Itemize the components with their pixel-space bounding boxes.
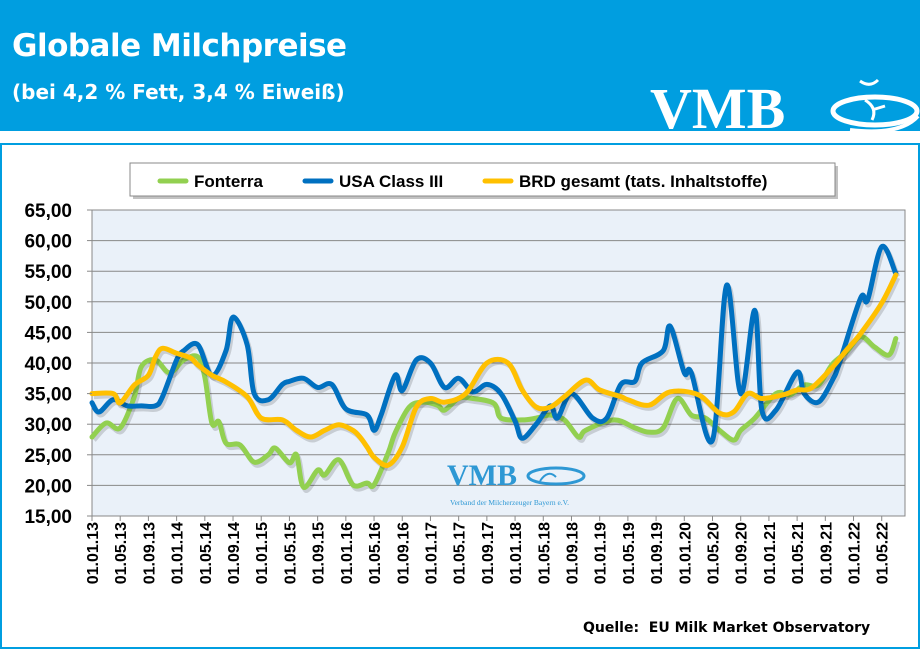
- x-tick-label: 01.09.19: [649, 522, 666, 584]
- x-tick-label: 01.09.16: [395, 522, 412, 584]
- milk-drop-swirl-icon: [830, 78, 920, 133]
- x-tick-label: 01.05.18: [536, 522, 553, 584]
- y-tick-label: 25,00: [24, 446, 72, 467]
- source-note: Quelle: EU Milk Market Observatory: [583, 620, 871, 636]
- y-tick-label: 45,00: [24, 323, 72, 344]
- watermark-logo-text: VMB: [447, 459, 517, 492]
- y-tick-label: 60,00: [24, 232, 72, 253]
- x-tick-label: 01.01.15: [254, 522, 271, 584]
- x-tick-label: 01.05.20: [706, 522, 723, 584]
- y-tick-label: 40,00: [24, 354, 72, 375]
- y-tick-label: 15,00: [24, 507, 72, 528]
- x-tick-label: 01.01.20: [677, 522, 694, 584]
- series-line-usa-class-iii: [89, 243, 899, 445]
- y-tick-label: 55,00: [24, 262, 72, 283]
- y-tick-label: 50,00: [24, 293, 72, 314]
- x-tick-label: 01.05.19: [621, 522, 638, 584]
- y-tick-label: 30,00: [24, 415, 72, 436]
- x-tick-label: 01.09.21: [818, 522, 835, 584]
- milk-drop-swirl-icon: [526, 466, 586, 486]
- x-tick-label: 01.01.19: [593, 522, 610, 584]
- y-tick-label: 65,00: [24, 201, 72, 222]
- x-tick-label: 01.01.13: [85, 522, 102, 584]
- page-title: Globale Milchpreise: [12, 28, 347, 64]
- x-tick-label: 01.05.13: [113, 522, 130, 584]
- x-tick-label: 01.09.18: [564, 522, 581, 584]
- page-subtitle: (bei 4,2 % Fett, 3,4 % Eiweiß): [12, 80, 345, 104]
- x-tick-label: 01.09.20: [734, 522, 751, 584]
- x-tick-label: 01.05.16: [367, 522, 384, 584]
- x-tick-label: 01.09.17: [480, 522, 497, 584]
- x-tick-label: 01.01.21: [762, 522, 779, 584]
- x-tick-label: 01.01.16: [339, 522, 356, 584]
- x-tick-label: 01.01.22: [847, 522, 864, 584]
- x-tick-label: 01.05.22: [875, 522, 892, 584]
- x-tick-label: 01.05.17: [452, 522, 469, 584]
- x-tick-label: 01.05.15: [282, 522, 299, 584]
- series-line-brd-gesamt-tats-inhaltstoffe: [89, 272, 899, 468]
- header-banner: Globale Milchpreise (bei 4,2 % Fett, 3,4…: [0, 0, 920, 133]
- x-tick-label: 01.05.14: [198, 522, 215, 584]
- legend: Fonterra USA Class III BRD gesamt (tats. I…: [129, 162, 838, 199]
- watermark-logo: VMB Verband der Milcherzeuger Bayern e.V…: [447, 459, 586, 507]
- x-tick-label: 01.01.17: [423, 522, 440, 584]
- y-tick-label: 20,00: [24, 476, 72, 497]
- watermark-tagline: Verband der Milcherzeuger Bayern e.V.: [450, 498, 569, 507]
- vmb-logo: VMB: [650, 78, 920, 133]
- vmb-logo-text: VMB: [650, 78, 785, 133]
- series-line-fonterra-shadow: [92, 337, 901, 493]
- y-tick-label: 35,00: [24, 385, 72, 406]
- x-tick-label: 01.01.18: [508, 522, 525, 584]
- legend-label: USA Class III: [339, 172, 443, 191]
- x-tick-label: 01.05.21: [790, 522, 807, 584]
- x-tick-label: 01.01.14: [170, 522, 187, 584]
- legend-label: BRD gesamt (tats. Inhaltstoffe): [519, 172, 767, 191]
- chart-frame: [0, 143, 920, 649]
- x-tick-label: 01.09.14: [226, 522, 243, 584]
- series-line-fonterra: [89, 334, 899, 490]
- x-tick-label: 01.09.15: [311, 522, 328, 584]
- x-tick-label: 01.09.13: [141, 522, 158, 584]
- legend-label: Fonterra: [194, 172, 264, 191]
